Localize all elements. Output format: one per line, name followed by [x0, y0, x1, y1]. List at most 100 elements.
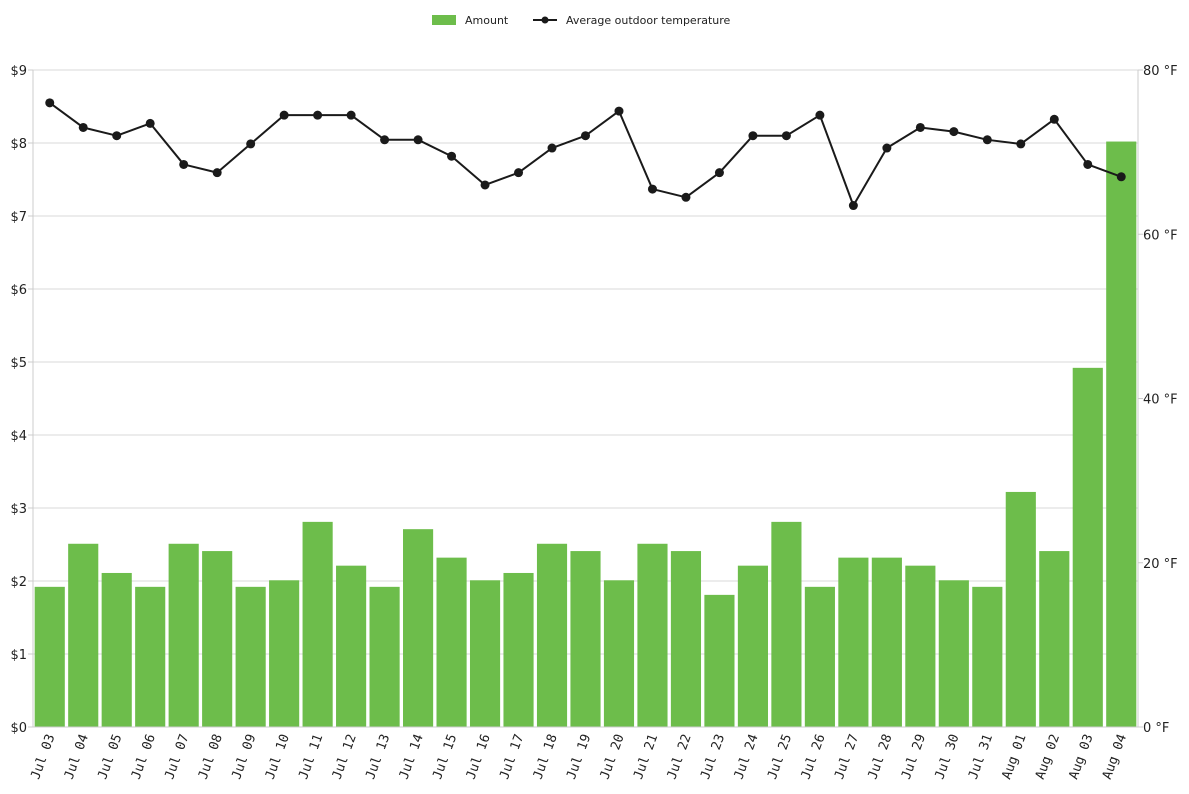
temperature-point	[514, 168, 524, 178]
temperature-point	[45, 98, 55, 108]
temperature-point	[480, 180, 490, 190]
y-left-tick-label: $3	[10, 502, 27, 517]
bar	[101, 572, 132, 727]
bar	[1072, 367, 1103, 727]
bar	[871, 557, 902, 727]
bar	[670, 551, 702, 727]
bar	[1106, 141, 1137, 728]
x-tick-label: Jul 12	[330, 732, 360, 781]
bar	[168, 543, 199, 727]
x-tick-label: Jul 22	[665, 732, 695, 781]
temperature-point	[447, 151, 457, 161]
temperature-point	[714, 168, 724, 178]
y-left-tick-label: $1	[10, 648, 27, 663]
bar	[369, 586, 400, 727]
y-right-tick-label: 20 °F	[1143, 557, 1178, 572]
y-left-tick-label: $8	[10, 137, 27, 152]
temperature-point	[112, 131, 122, 141]
bar	[1039, 551, 1070, 727]
temperature-line	[49, 102, 1122, 207]
x-tick-label: Jul 06	[129, 732, 159, 781]
temperature-point	[882, 143, 892, 153]
y-left-tick-label: $9	[10, 64, 27, 79]
x-tick-label: Jul 31	[966, 732, 996, 781]
bar	[469, 580, 501, 727]
y-right-tick-label: 60 °F	[1143, 228, 1178, 243]
temperature-point	[748, 131, 758, 141]
bar	[503, 572, 534, 727]
temperature-point	[681, 192, 691, 202]
temperature-point	[380, 135, 390, 145]
bar	[302, 521, 333, 727]
temperature-point	[547, 143, 557, 153]
temperature-point	[279, 110, 289, 120]
bar	[135, 586, 166, 727]
bar	[235, 586, 266, 727]
x-tick-label: Jul 16	[464, 732, 494, 781]
x-tick-label: Jul 15	[430, 732, 460, 781]
temperature-point	[848, 201, 858, 211]
legend: Amount Average outdoor temperature	[432, 14, 731, 27]
x-tick-label: Jul 04	[62, 732, 92, 781]
temperature-point	[647, 184, 657, 194]
x-tick-label: Jul 11	[296, 732, 326, 781]
temperature-point	[212, 168, 222, 178]
x-tick-label: Jul 05	[95, 732, 125, 781]
temperature-point	[413, 135, 423, 145]
bar	[603, 580, 635, 727]
x-tick-label: Jul 20	[598, 732, 628, 781]
x-tick-label: Jul 18	[531, 732, 561, 781]
bar	[336, 565, 367, 727]
temperature-point	[346, 110, 356, 120]
x-tick-label: Jul 24	[732, 732, 762, 781]
x-tick-label: Jul 27	[832, 732, 862, 781]
temperature-point	[982, 135, 992, 145]
x-tick-label: Jul 25	[765, 732, 795, 781]
temperature-point	[1049, 114, 1059, 124]
y-left-tick-label: $2	[10, 575, 27, 590]
bar	[403, 529, 434, 727]
temperature-point	[1083, 159, 1093, 169]
temperature-point	[1116, 172, 1126, 182]
y-left-tick-label: $6	[10, 283, 27, 298]
temperature-point	[949, 127, 959, 137]
bar	[536, 543, 568, 727]
amount-bars	[34, 141, 1137, 728]
bar	[704, 594, 735, 727]
y-left-tick-label: $7	[10, 210, 27, 225]
temperature-point	[915, 122, 925, 132]
x-tick-label: Jul 03	[28, 732, 58, 781]
legend-swatch-amount	[432, 15, 456, 25]
x-tick-label: Jul 29	[899, 732, 929, 781]
bar	[34, 586, 65, 727]
bar	[637, 543, 668, 727]
temperature-point	[313, 110, 323, 120]
temperature-point	[1016, 139, 1026, 149]
temperature-point	[246, 139, 256, 149]
temperature-point	[614, 106, 624, 116]
x-tick-label: Jul 26	[798, 732, 828, 781]
x-tick-label: Jul 14	[397, 732, 427, 781]
y-left-tick-label: $0	[10, 721, 27, 736]
y-right-tick-label: 80 °F	[1143, 64, 1178, 79]
bar	[570, 551, 601, 727]
x-tick-label: Aug 02	[1033, 732, 1063, 781]
temperature-point	[78, 122, 88, 132]
legend-marker-temperature	[541, 16, 549, 24]
y-right-tick-label: 0 °F	[1143, 721, 1169, 736]
x-tick-label: Jul 21	[631, 732, 661, 781]
x-tick-label: Aug 04	[1100, 732, 1130, 781]
temperature-point	[581, 131, 590, 141]
bar	[938, 580, 969, 727]
legend-label-amount: Amount	[465, 14, 509, 27]
temperature-point	[145, 118, 155, 128]
bar	[202, 551, 233, 727]
bar	[1005, 491, 1036, 727]
bar	[972, 586, 1003, 727]
x-tick-label: Aug 03	[1066, 732, 1096, 781]
temperature-point	[179, 159, 189, 169]
x-tick-label: Jul 08	[196, 732, 226, 781]
x-tick-label: Aug 01	[999, 732, 1029, 781]
